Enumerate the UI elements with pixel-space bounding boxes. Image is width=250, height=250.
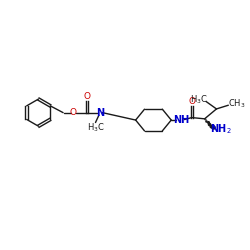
Text: O: O bbox=[70, 108, 77, 117]
Text: O: O bbox=[188, 97, 195, 106]
Text: CH$_3$: CH$_3$ bbox=[228, 98, 245, 110]
Text: H$_3$C: H$_3$C bbox=[86, 122, 104, 134]
Text: NH$_2$: NH$_2$ bbox=[210, 122, 231, 136]
Text: O: O bbox=[84, 92, 90, 101]
Text: H$_3$C: H$_3$C bbox=[190, 93, 208, 106]
Text: N: N bbox=[96, 108, 104, 118]
Text: NH: NH bbox=[173, 115, 189, 125]
